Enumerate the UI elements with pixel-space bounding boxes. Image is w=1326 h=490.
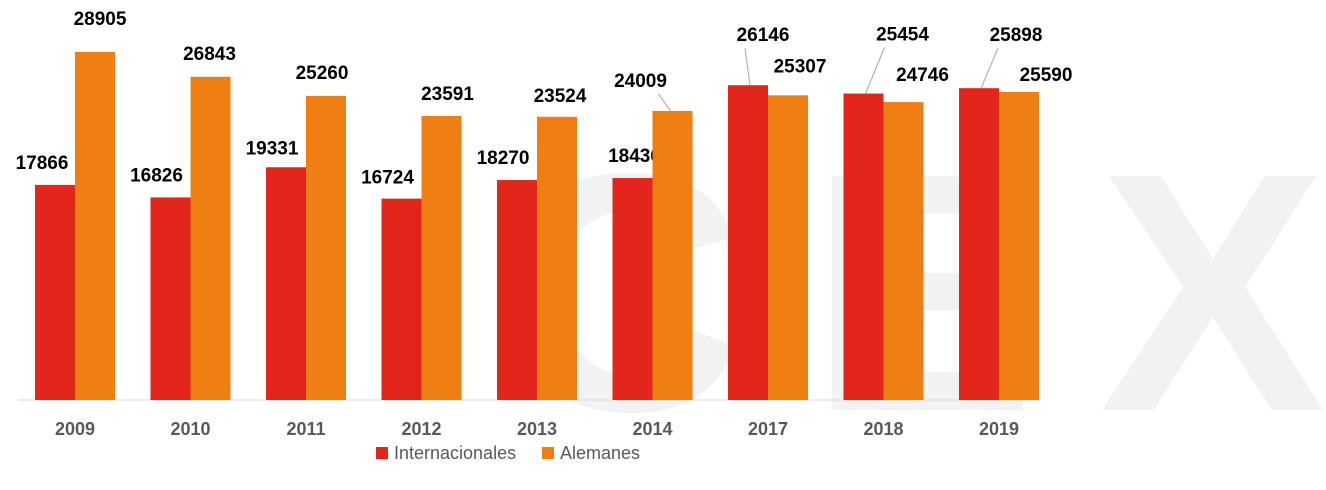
x-tick-label: 2014	[632, 419, 672, 439]
data-label: 26146	[737, 25, 790, 46]
data-label: 16826	[130, 165, 183, 186]
leader-line	[658, 93, 671, 112]
data-label: 25260	[296, 63, 349, 84]
bar	[843, 93, 884, 400]
bar	[999, 91, 1039, 401]
data-label: 26843	[183, 44, 236, 65]
bar	[75, 51, 115, 401]
bar	[959, 88, 999, 400]
legend-swatch	[376, 447, 388, 459]
data-label: 25454	[876, 25, 929, 46]
bar	[497, 180, 537, 400]
data-label: 16724	[361, 168, 414, 189]
data-label: 24746	[896, 65, 949, 86]
data-label: 19331	[246, 138, 299, 159]
x-tick-label: 2009	[55, 419, 95, 439]
data-label: 28905	[74, 9, 127, 30]
bar	[537, 116, 577, 400]
bar	[883, 102, 924, 400]
x-tick-label: 2012	[401, 419, 441, 439]
legend-swatch	[542, 447, 554, 459]
x-tick-label: 2018	[863, 419, 903, 439]
data-label: 25590	[1020, 65, 1073, 86]
x-tick-label: 2010	[170, 419, 210, 439]
bar	[381, 198, 422, 400]
data-label: 18436	[608, 146, 661, 167]
leader-line	[865, 47, 885, 94]
x-tick-label: 2019	[979, 419, 1019, 439]
x-tick-label: 2017	[748, 419, 788, 439]
leader-line	[980, 47, 999, 89]
bar	[190, 76, 231, 401]
legend-label: Internacionales	[394, 443, 516, 463]
x-tick-label: 2013	[517, 419, 557, 439]
bar	[421, 115, 462, 401]
data-label: 25898	[990, 25, 1043, 46]
data-label: 23524	[534, 86, 587, 107]
data-label: 24009	[614, 71, 667, 92]
leader-line	[744, 48, 751, 86]
legend-label: Alemanes	[560, 443, 640, 463]
bar	[612, 178, 653, 400]
x-tick-label: 2011	[286, 419, 325, 439]
bar	[728, 85, 768, 401]
bar	[150, 197, 191, 400]
data-label: 17866	[16, 153, 69, 174]
data-label: 23591	[421, 84, 474, 105]
bar	[266, 167, 306, 400]
bar	[306, 95, 346, 400]
bar	[768, 95, 808, 401]
bar	[35, 184, 75, 400]
bar	[652, 110, 693, 400]
data-label: 25307	[774, 56, 827, 77]
data-label: 18270	[477, 148, 530, 169]
